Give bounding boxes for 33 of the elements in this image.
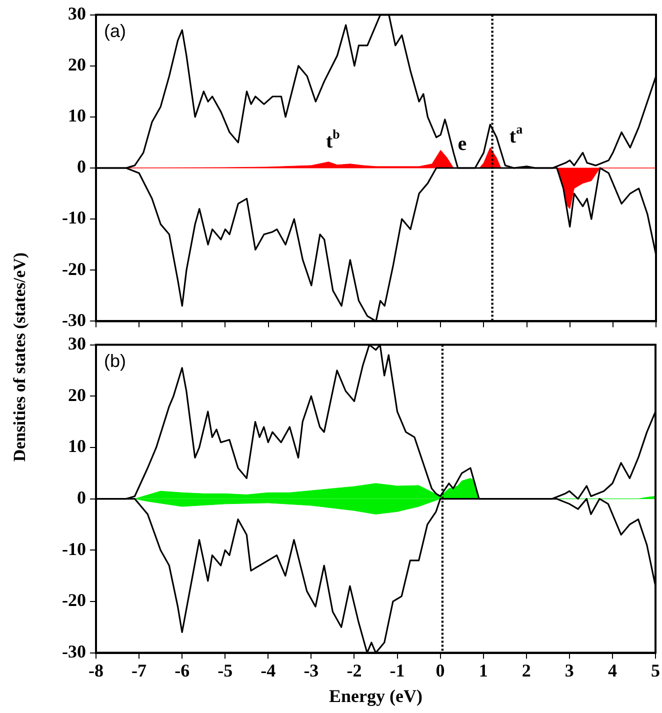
y-tick-label: 30	[68, 333, 86, 354]
y-tick-label: 20	[68, 54, 86, 75]
x-tick-label: -8	[88, 660, 104, 680]
y-tick-label: -20	[62, 258, 86, 279]
x-tick-label: 4	[608, 660, 617, 680]
y-tick-label: 20	[68, 384, 86, 405]
y-tick-label: 10	[68, 436, 86, 456]
x-tick-label: -6	[174, 660, 190, 680]
y-tick-label: -20	[62, 590, 86, 610]
x-tick-label: -7	[132, 660, 147, 680]
x-tick-label: -3	[304, 660, 319, 680]
y-tick-label: -30	[62, 310, 86, 330]
y-tick-label: 0	[77, 487, 86, 508]
y-axis-title: Densities of states (states/eV)	[10, 252, 30, 462]
annotation: e	[458, 133, 467, 156]
x-tick-label: 5	[651, 660, 660, 680]
y-tick-label: -30	[62, 641, 86, 662]
x-tick-label: -5	[218, 660, 233, 680]
x-tick-label: 1	[478, 660, 488, 680]
x-tick-label: -2	[346, 660, 362, 680]
x-tick-label: 0	[436, 660, 445, 680]
x-tick-label: 2	[522, 660, 531, 680]
y-tick-label: 30	[68, 3, 86, 24]
y-tick-label: 10	[68, 106, 86, 126]
annotation: (a)	[104, 20, 126, 41]
annotation: (b)	[104, 350, 126, 371]
y-tick-label: 0	[77, 156, 86, 177]
y-tick-label: -10	[62, 208, 86, 228]
x-axis-title: Energy (eV)	[329, 686, 422, 706]
x-tick-label: -4	[260, 660, 276, 680]
x-tick-label: 3	[564, 660, 574, 680]
y-tick-label: -10	[62, 538, 86, 559]
x-tick-label: -1	[390, 660, 405, 680]
